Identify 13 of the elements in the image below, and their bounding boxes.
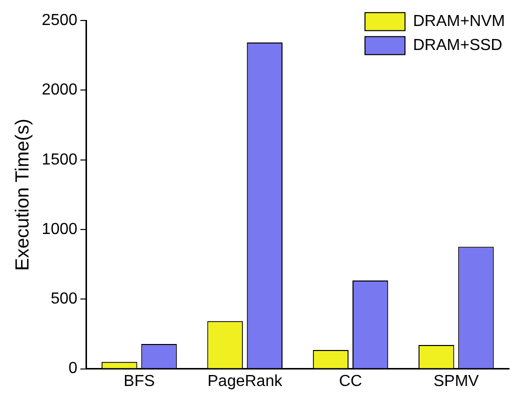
y-tick-label: 500: [50, 290, 78, 308]
y-tick-label: 2500: [42, 12, 78, 30]
x-tick-label: PageRank: [208, 372, 284, 390]
legend-label: DRAM+NVM: [412, 13, 506, 30]
y-tick-label: 1000: [42, 220, 78, 238]
y-tick-label: 2000: [42, 82, 78, 99]
y-axis-title: Execution Time(s): [12, 118, 34, 271]
x-tick-label: SPMV: [434, 372, 480, 390]
legend-label: DRAM+SSD: [412, 37, 502, 54]
y-tick-label: 0: [68, 360, 78, 378]
x-tick-label: CC: [338, 372, 362, 390]
y-tick-label: 1500: [42, 151, 78, 168]
x-tick-label: BFS: [124, 372, 155, 390]
